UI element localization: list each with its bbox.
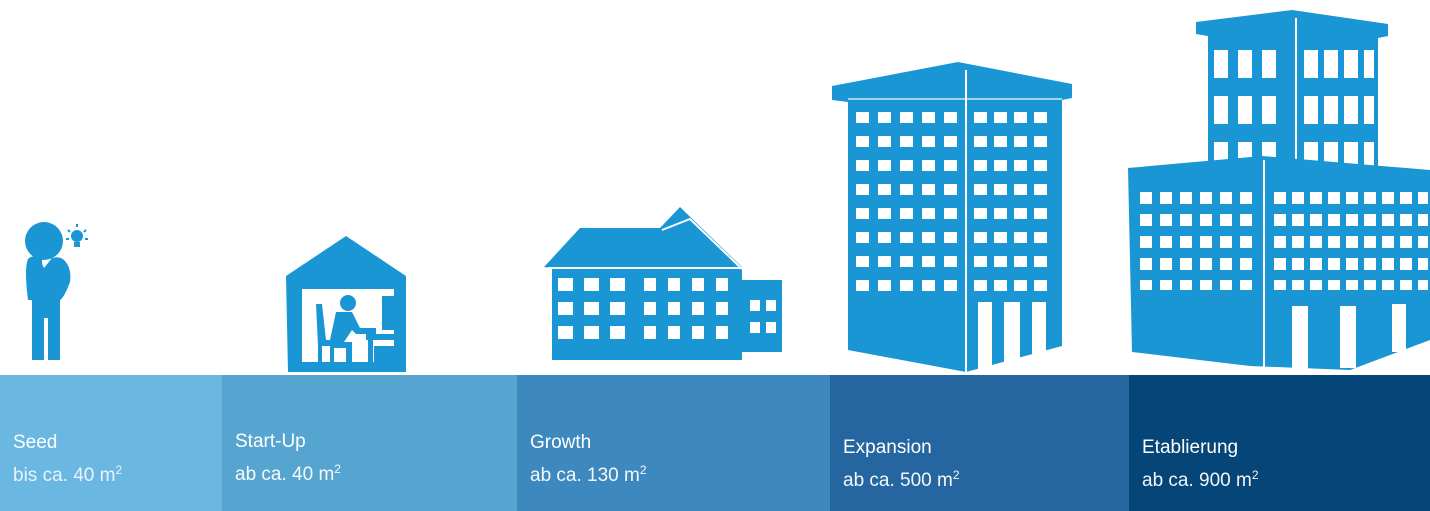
stage-growth: Growth ab ca. 130 m2 <box>517 375 830 511</box>
stage-area: ab ca. 500 m2 <box>843 468 960 491</box>
stage-area: bis ca. 40 m2 <box>13 463 123 486</box>
garage-office-icon <box>286 236 406 372</box>
stage-etablierung: Etablierung ab ca. 900 m2 <box>1129 375 1430 511</box>
thinking-person-icon <box>25 222 88 360</box>
stage-area: ab ca. 40 m2 <box>235 462 341 485</box>
stage-seed: Seed bis ca. 40 m2 <box>0 375 222 511</box>
office-tower-icon <box>832 62 1072 372</box>
stage-name: Growth <box>530 432 592 453</box>
stage-area: ab ca. 130 m2 <box>530 463 647 486</box>
illustration-canvas <box>25 10 1430 372</box>
stage-start-up: Start-Up ab ca. 40 m2 <box>222 375 517 511</box>
growth-illustration <box>25 10 1430 372</box>
corporate-complex-icon <box>1128 10 1430 370</box>
stage-name: Expansion <box>843 437 932 458</box>
stage-expansion: Expansion ab ca. 500 m2 <box>830 375 1129 511</box>
stage-name: Etablierung <box>1142 437 1239 458</box>
house-icon <box>544 207 782 360</box>
stage-legend-bar: Seed bis ca. 40 m2 Start-Up ab ca. 40 m2… <box>0 375 1430 511</box>
stage-name: Start-Up <box>235 431 306 452</box>
stage-area: ab ca. 900 m2 <box>1142 468 1259 491</box>
stage-name: Seed <box>13 432 58 453</box>
